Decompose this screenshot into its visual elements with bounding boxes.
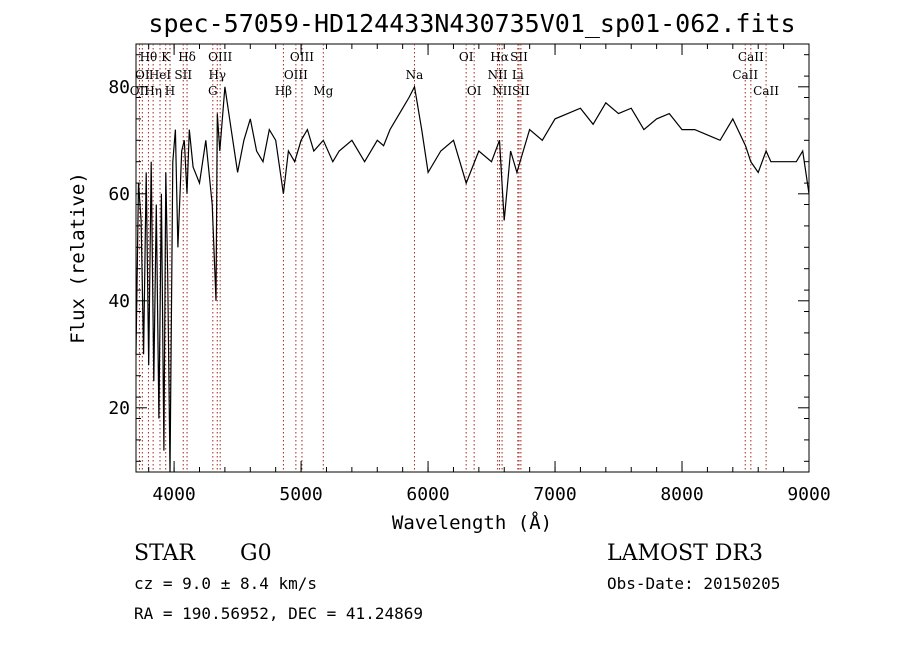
- y-axis-label: Flux (relative): [67, 172, 89, 344]
- line-marker-label: NII: [492, 84, 512, 98]
- line-marker-label: Hη: [144, 84, 162, 98]
- x-tick-label: 6000: [406, 484, 449, 505]
- line-marker-label: SII: [174, 68, 192, 82]
- y-tick-label: 80: [108, 77, 130, 98]
- line-marker-label: Hβ: [275, 84, 292, 98]
- obs-date-text: Obs-Date: 20150205: [607, 574, 780, 593]
- chart-title: spec-57059-HD124433N430735V01_sp01-062.f…: [148, 9, 795, 38]
- line-marker-label: CaII: [753, 84, 779, 98]
- line-marker-label: Hδ: [178, 50, 196, 64]
- line-marker-label: SII: [510, 50, 528, 64]
- line-marker-label: G: [208, 84, 218, 98]
- line-marker-label: OIII: [284, 68, 308, 82]
- line-markers: [138, 44, 767, 472]
- x-tick-label: 7000: [533, 484, 576, 505]
- line-marker-label: OI: [135, 68, 150, 82]
- line-marker-label: NII: [488, 68, 508, 82]
- spectrum-line: [135, 84, 810, 473]
- line-marker-label: CaII: [732, 68, 758, 82]
- line-marker-label: OII: [130, 84, 150, 98]
- object-class: STAR: [134, 541, 196, 566]
- line-marker-label: SII: [512, 84, 530, 98]
- line-marker-label: H: [165, 84, 175, 98]
- x-tick-label: 8000: [660, 484, 703, 505]
- x-axis-ticks: 4000 5000 6000 7000 8000 9000: [148, 44, 831, 505]
- x-tick-label: 4000: [152, 484, 195, 505]
- line-marker-label: OI: [467, 84, 482, 98]
- y-tick-label: 60: [108, 184, 130, 205]
- line-marker-label: Li: [512, 68, 524, 82]
- redshift-text: cz = 9.0 ± 8.4 km/s: [134, 574, 317, 593]
- line-marker-label: Hγ: [208, 68, 226, 82]
- plot-frame: [135, 43, 810, 473]
- y-tick-label: 20: [108, 398, 130, 419]
- line-marker-label: Na: [406, 68, 424, 82]
- line-marker-label: Mg: [313, 84, 333, 98]
- line-marker-label: K: [161, 50, 171, 64]
- line-marker-label: OI: [459, 50, 474, 64]
- y-tick-label: 40: [108, 291, 130, 312]
- survey-name: LAMOST DR3: [607, 541, 763, 566]
- object-subclass: G0: [240, 541, 272, 566]
- line-marker-label: HeI: [149, 68, 172, 82]
- x-axis-label: Wavelength (Å): [392, 511, 552, 534]
- line-marker-labels: OII OI Hθ Hη HeI K H SII Hδ G Hγ OIII Hβ OIII OIII Mg Na…: [130, 50, 779, 98]
- y-axis-ticks: 20 40 60 80: [108, 54, 809, 462]
- line-marker-label: Hα: [490, 50, 509, 64]
- coords-text: RA = 190.56952, DEC = 41.24869: [134, 604, 423, 623]
- line-marker-label: OIII: [208, 50, 232, 64]
- line-marker-label: CaII: [738, 50, 764, 64]
- line-marker-label: Hθ: [140, 50, 158, 64]
- x-tick-label: 9000: [787, 484, 830, 505]
- x-tick-label: 5000: [279, 484, 322, 505]
- line-marker-label: OIII: [290, 50, 314, 64]
